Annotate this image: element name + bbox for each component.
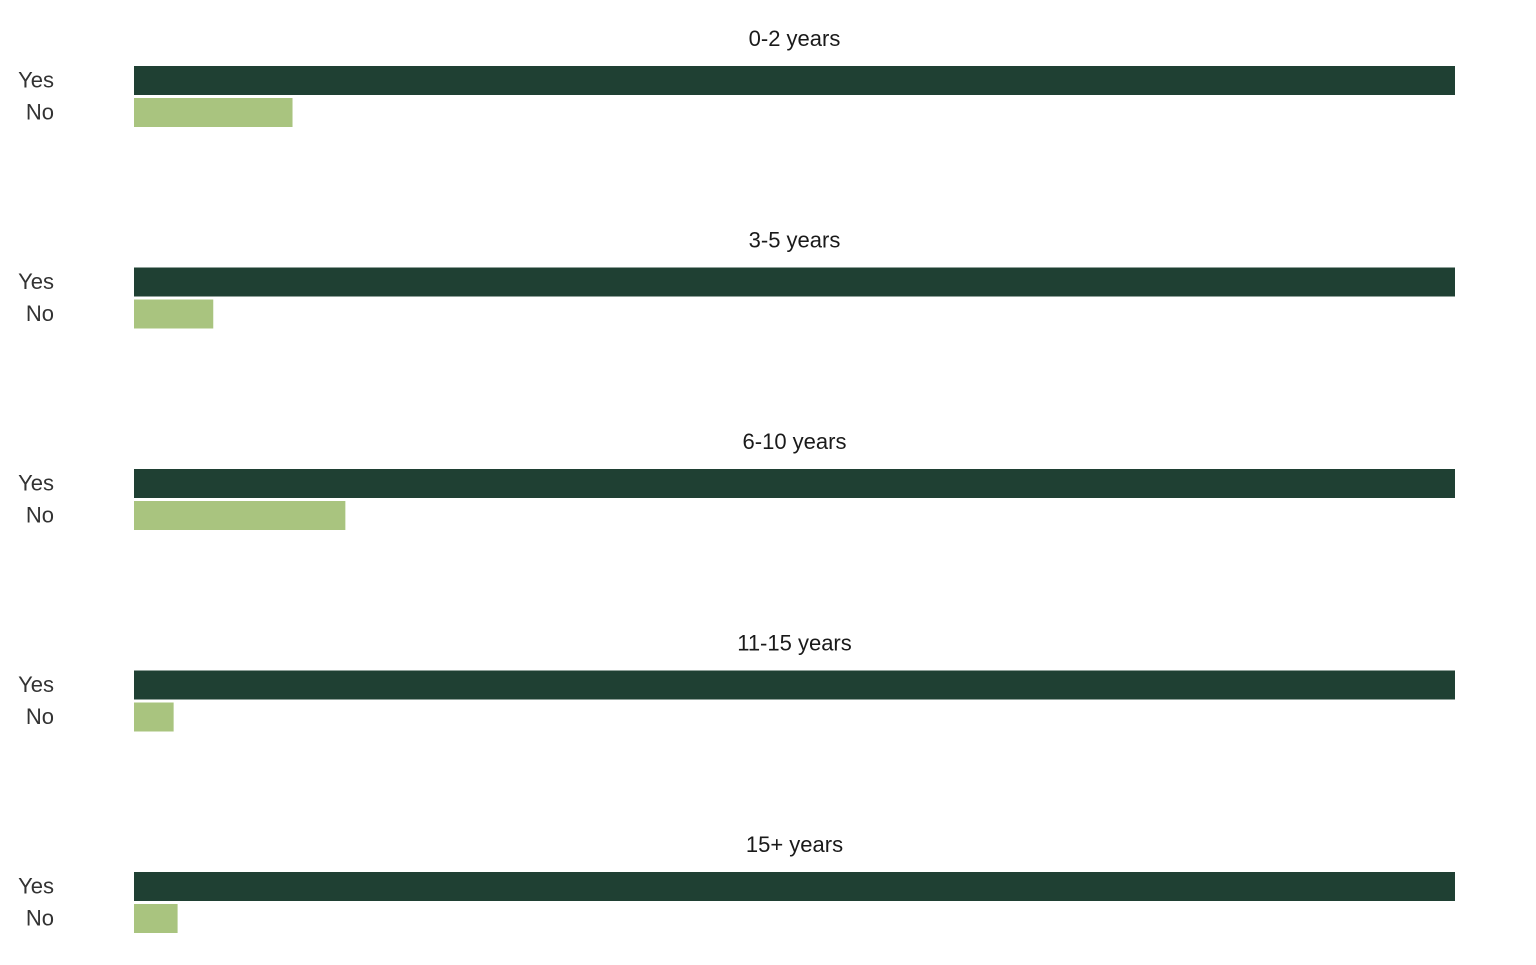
category-label-yes: Yes [18,269,54,294]
category-label-no: No [26,301,54,326]
panel-1: 0-2 years Yes No [18,26,1455,127]
bar-no [134,904,178,933]
bar-no [134,98,293,127]
category-label-yes: Yes [18,67,54,92]
bar-yes [134,267,1455,297]
category-label-no: No [26,905,54,930]
panel-title: 6-10 years [743,429,847,454]
category-label-no: No [26,502,54,527]
bar-yes [134,469,1455,498]
bar-no [134,702,174,732]
panel-4: 11-15 years Yes No [18,630,1455,732]
panel-title: 0-2 years [749,26,841,51]
bar-no [134,299,214,329]
panel-title: 3-5 years [749,227,841,252]
category-label-no: No [26,99,54,124]
bar-yes [134,66,1455,95]
category-label-yes: Yes [18,873,54,898]
bar-yes [134,872,1455,901]
panel-2: 3-5 years Yes No [18,227,1455,329]
bar-no [134,501,346,530]
bar-yes [134,670,1455,700]
panel-5: 15+ years Yes No [18,832,1455,933]
panel-3: 6-10 years Yes No [18,429,1455,530]
panel-title: 15+ years [746,832,843,857]
category-label-yes: Yes [18,672,54,697]
panel-title: 11-15 years [737,630,852,655]
category-label-yes: Yes [18,470,54,495]
category-label-no: No [26,704,54,729]
